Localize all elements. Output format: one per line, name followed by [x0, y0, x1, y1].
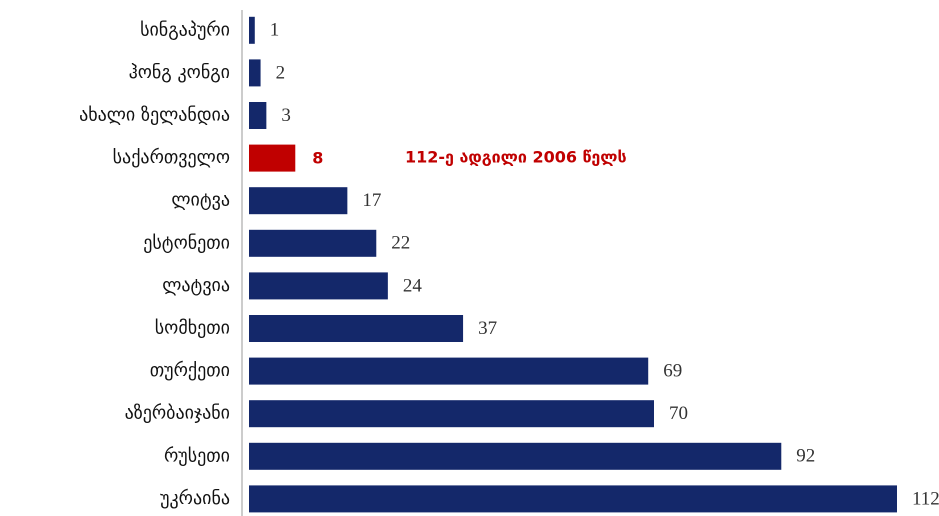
value-label: 8 — [312, 149, 323, 168]
category-label: ლატვია — [162, 275, 230, 296]
bar — [249, 442, 782, 470]
category-label: საქართველო — [113, 147, 230, 168]
bar — [249, 400, 654, 428]
bar — [249, 229, 377, 257]
annotation: 112-ე ადგილი 2006 წელს — [405, 148, 627, 167]
bar — [249, 59, 261, 87]
category-label: სინგაპური — [140, 19, 230, 40]
bar — [249, 16, 255, 44]
bar — [249, 144, 296, 172]
value-label: 37 — [478, 318, 497, 339]
category-label: უკრაინა — [160, 488, 230, 509]
value-label: 70 — [669, 403, 688, 424]
bar — [249, 357, 649, 385]
value-label: 1 — [270, 20, 280, 41]
bar — [249, 272, 388, 300]
category-label: რუსეთი — [164, 445, 230, 466]
bar — [249, 315, 464, 342]
bar — [249, 187, 348, 215]
value-label: 24 — [403, 275, 423, 296]
category-label: ლიტვა — [171, 190, 230, 211]
bar — [249, 485, 897, 513]
value-label: 69 — [663, 360, 682, 381]
category-label: თურქეთი — [150, 360, 230, 381]
category-label: აზერბაიჯანი — [125, 403, 230, 424]
bar — [249, 102, 267, 129]
category-label: ჰონგ კონგი — [129, 62, 230, 83]
value-label: 17 — [362, 190, 381, 211]
value-label: 22 — [391, 233, 410, 254]
category-label: სომხეთი — [155, 318, 230, 339]
value-label: 92 — [796, 446, 815, 467]
category-label: ახალი ზელანდია — [79, 105, 230, 126]
value-label: 2 — [276, 62, 286, 83]
value-label: 3 — [281, 105, 291, 126]
category-label: ესტონეთი — [143, 232, 230, 253]
value-label: 112 — [912, 488, 939, 509]
